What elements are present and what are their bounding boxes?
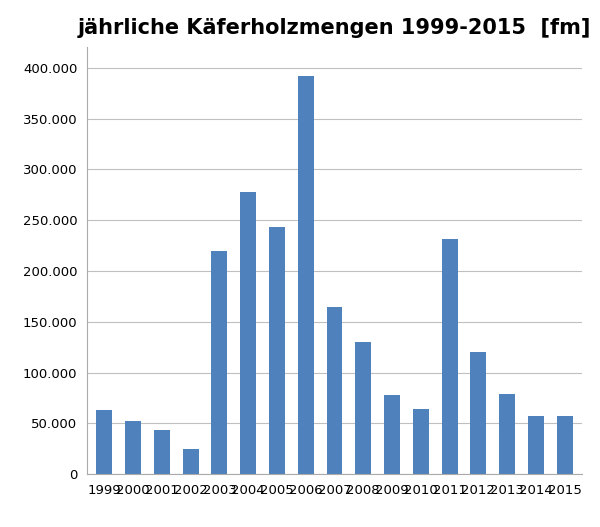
Title: jährliche Käferholzmengen 1999-2015  [fm]: jährliche Käferholzmengen 1999-2015 [fm]: [78, 17, 591, 37]
Bar: [528, 416, 544, 474]
Bar: [125, 422, 141, 474]
Bar: [499, 394, 515, 474]
Bar: [442, 239, 458, 474]
Bar: [557, 416, 572, 474]
Bar: [326, 307, 343, 474]
Bar: [97, 410, 112, 474]
Bar: [355, 342, 371, 474]
Bar: [182, 449, 199, 474]
Bar: [384, 395, 400, 474]
Bar: [211, 251, 227, 474]
Bar: [470, 353, 487, 474]
Bar: [298, 76, 314, 474]
Bar: [413, 409, 429, 474]
Bar: [240, 192, 256, 474]
Bar: [154, 430, 170, 474]
Bar: [269, 227, 285, 474]
